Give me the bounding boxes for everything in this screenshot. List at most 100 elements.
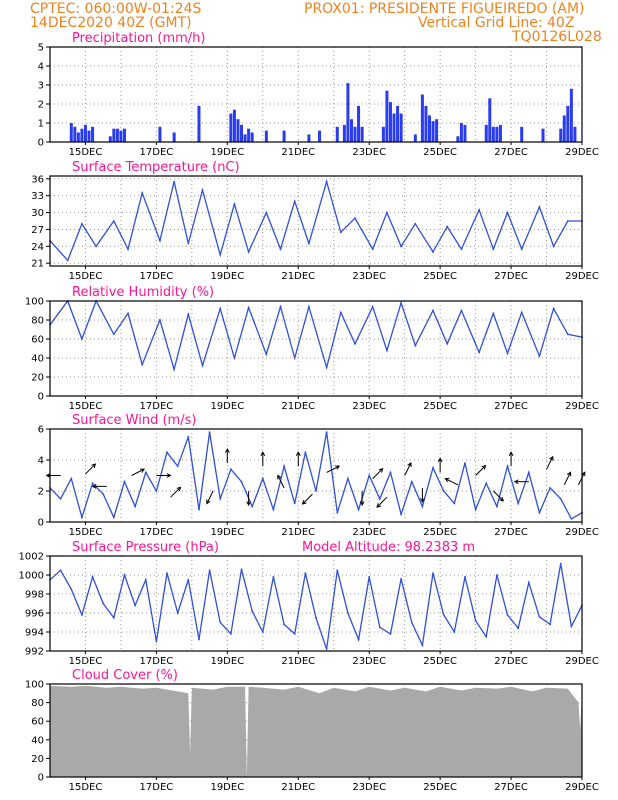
data-point (123, 574, 126, 576)
data-point (81, 338, 83, 340)
wind-vector (85, 463, 97, 475)
precip-bar (388, 102, 392, 142)
precip-bar (392, 113, 396, 142)
data-point (279, 305, 282, 308)
y-tick-label: 30 (31, 208, 44, 219)
precip-bar (520, 126, 524, 142)
data-point (176, 465, 179, 468)
data-point (91, 576, 94, 578)
data-point (201, 364, 204, 367)
data-point (559, 497, 562, 500)
precip-bar (420, 94, 424, 142)
data-point (386, 349, 388, 352)
wind-vector (546, 455, 554, 470)
data-point (70, 588, 73, 591)
precip-bar (498, 124, 502, 142)
precip-bar (307, 134, 311, 142)
wind-vector-head (91, 463, 97, 469)
data-point (187, 242, 190, 245)
data-point (492, 312, 495, 315)
data-point (549, 487, 551, 489)
data-point (506, 465, 509, 468)
data-point (59, 497, 62, 500)
data-point (127, 312, 129, 315)
panel-title: Surface Temperature (nC) (72, 160, 240, 175)
data-point (173, 180, 176, 183)
series-line (49, 431, 583, 520)
data-point (187, 578, 190, 581)
wind-vector-head (176, 486, 182, 492)
series-line (49, 563, 583, 650)
x-tick-label: 29DEC (565, 782, 599, 793)
data-point (112, 220, 115, 222)
precip-bar (236, 119, 240, 142)
precip-bar (413, 134, 417, 142)
wind-vector (246, 491, 251, 507)
data-point (492, 248, 495, 251)
wind-vector-shaft (376, 496, 388, 508)
x-tick-label: 19DEC (210, 527, 244, 538)
x-tick-label: 19DEC (210, 656, 244, 667)
data-point (347, 612, 349, 614)
wind-vector-shaft (404, 462, 412, 476)
data-point (144, 578, 147, 581)
data-point (70, 477, 73, 480)
panel-frame (49, 555, 583, 652)
y-tick-label: 60 (31, 335, 44, 346)
data-point (538, 615, 541, 618)
x-tick-label: 23DEC (352, 147, 386, 158)
wind-vector-shaft (475, 465, 486, 476)
data-point (159, 239, 161, 242)
wind-vector-head (376, 503, 382, 508)
y-tick-label: 998 (25, 590, 44, 601)
data-point (198, 638, 200, 641)
x-tick-label: 15DEC (69, 271, 103, 282)
data-point (247, 251, 250, 253)
wind-vector (206, 490, 214, 505)
data-point (354, 342, 356, 345)
precip-bar (495, 126, 499, 142)
data-point (559, 562, 562, 565)
x-tick-label: 27DEC (494, 271, 528, 282)
wind-vector-head (549, 455, 554, 461)
wind-vector-head (260, 451, 266, 456)
precip-bar (346, 83, 350, 142)
data-point (251, 505, 254, 508)
y-tick-label: 0 (38, 138, 44, 149)
precip-bar (172, 132, 176, 142)
x-tick-label: 29DEC (565, 401, 599, 412)
panel-title: Cloud Cover (%) (72, 668, 178, 683)
wind-vector (45, 473, 61, 478)
data-point (91, 482, 94, 485)
data-point (134, 505, 137, 508)
data-point (315, 616, 317, 619)
data-point (208, 431, 211, 433)
wind-vector-head (166, 473, 172, 478)
wind-vector-head (513, 479, 519, 485)
wind-vector-head (45, 473, 51, 478)
header-code: TQ0126L028 (512, 29, 602, 45)
precip-bar (399, 113, 403, 142)
y-tick-label: 994 (25, 628, 44, 639)
precip-bar (566, 105, 570, 142)
data-point (520, 311, 523, 314)
precip-bar (335, 126, 339, 142)
data-point (386, 211, 388, 214)
y-tick-label: 4 (38, 456, 44, 467)
data-point (95, 245, 98, 248)
data-point (134, 604, 137, 607)
data-point (127, 248, 129, 251)
data-point (339, 231, 342, 234)
wind-vector (326, 465, 341, 473)
data-point (59, 569, 62, 572)
data-point (538, 355, 541, 357)
x-tick-label: 27DEC (494, 782, 528, 793)
precip-bar (360, 126, 364, 142)
x-tick-label: 19DEC (210, 782, 244, 793)
data-point (261, 631, 264, 633)
wind-vector-shaft (563, 472, 571, 486)
panel-2: 21 24 27 30 33 36 15DEC 17DEC 19DEC 21DEC 23DEC 25D… (31, 160, 599, 282)
data-point (81, 222, 83, 225)
data-point (159, 319, 161, 321)
